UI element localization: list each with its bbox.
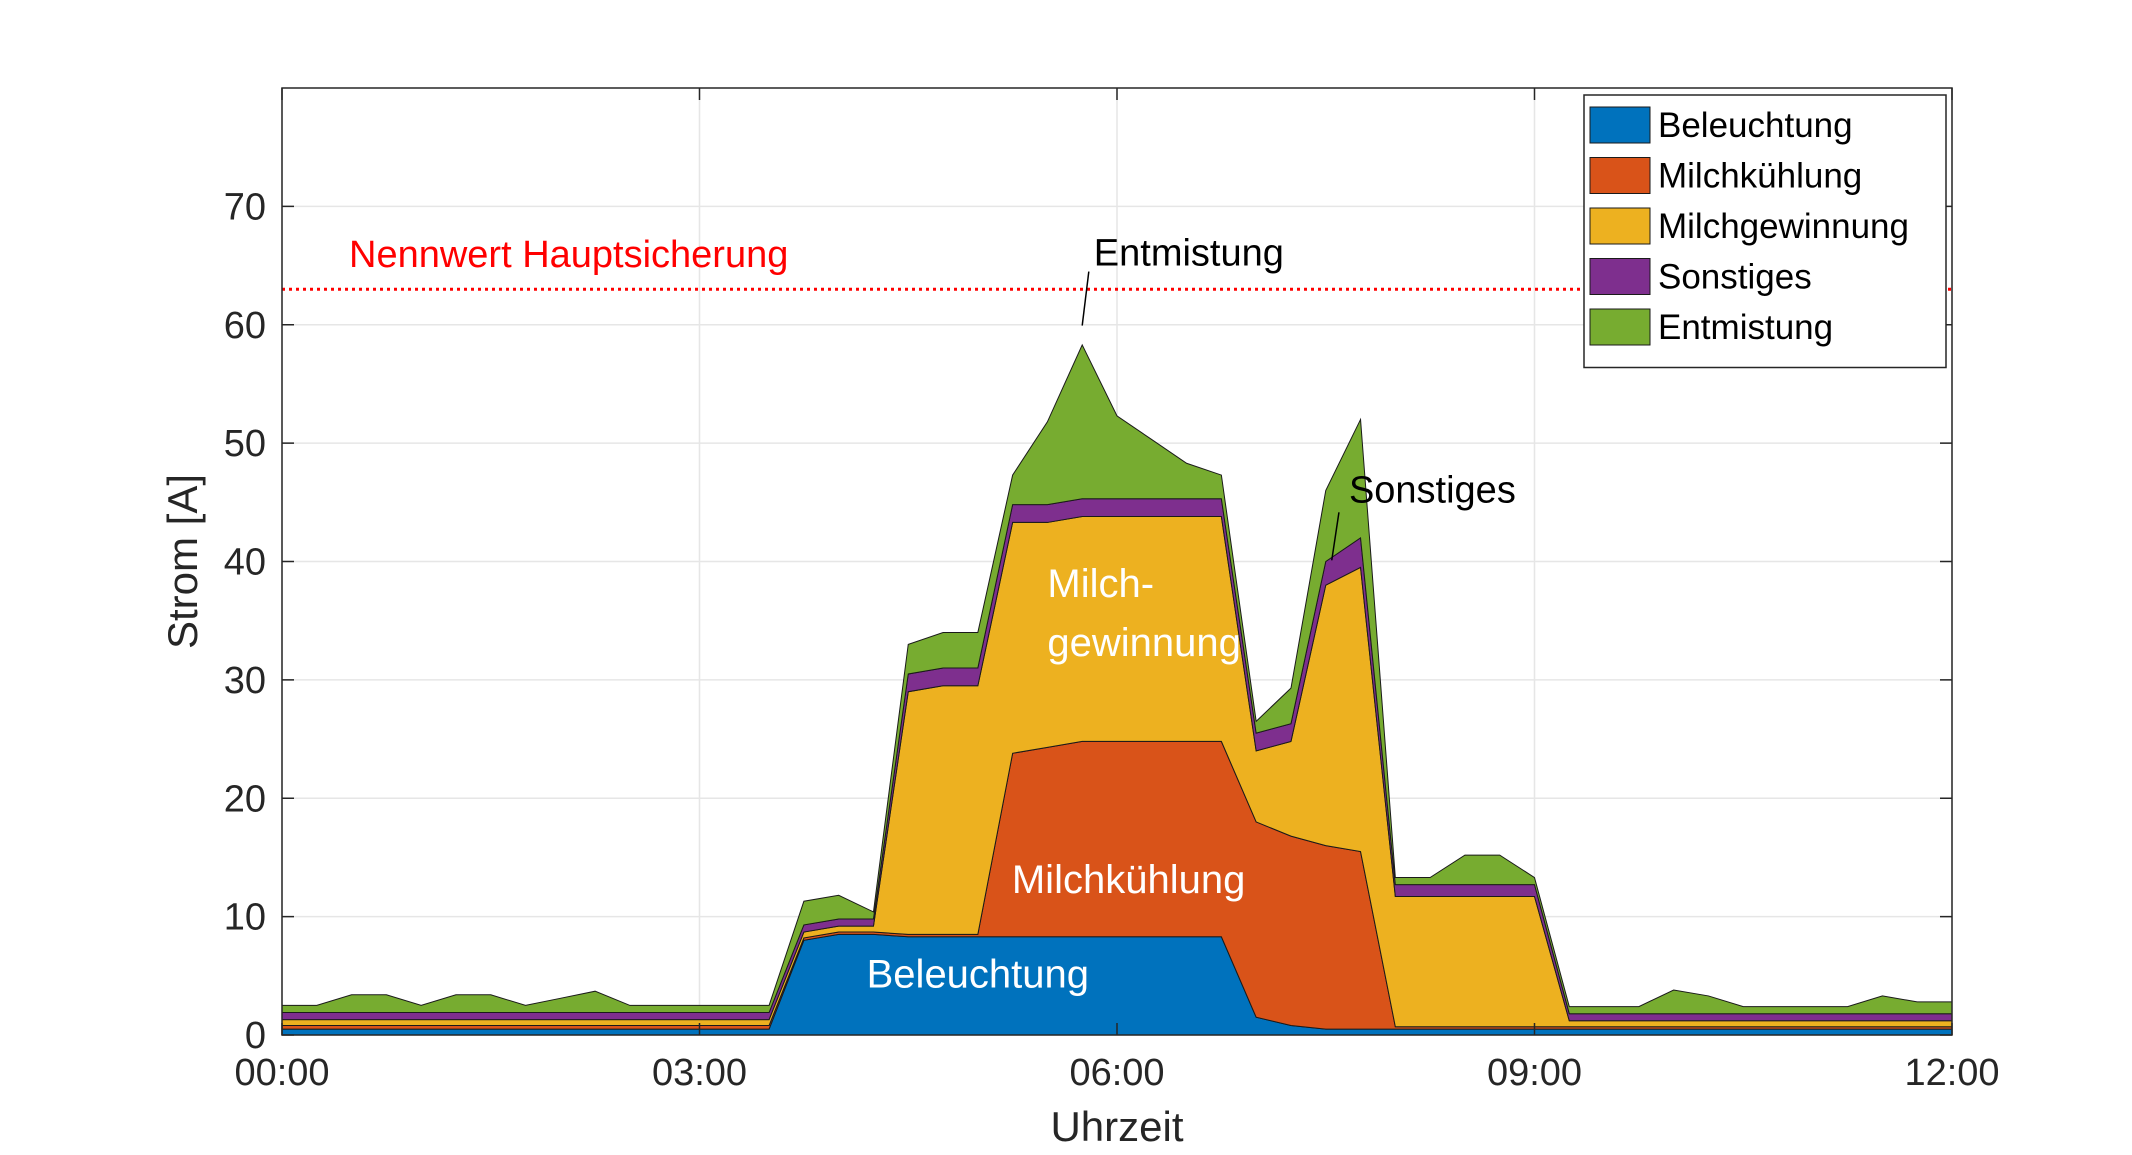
y-tick-label-7: 70	[224, 186, 266, 228]
x-tick-label-0: 00:00	[234, 1052, 329, 1094]
annotation-milchgewinnung-line1: Milch-	[1047, 562, 1154, 606]
legend-label-0: Beleuchtung	[1658, 106, 1853, 145]
legend-label-4: Entmistung	[1658, 308, 1833, 347]
x-tick-label-4: 12:00	[1904, 1052, 1999, 1094]
legend: Beleuchtung Milchkühlung Milchgewinnung Son…	[1583, 94, 1947, 369]
y-tick-label-6: 60	[224, 305, 266, 347]
reference-line-label: Nennwert Hauptsicherung	[349, 234, 788, 276]
annotation-beleuchtung: Beleuchtung	[867, 953, 1089, 997]
annotations: Entmistung Sonstiges Milch- gewinnung Mi…	[867, 233, 1516, 997]
legend-swatch-2	[1589, 207, 1651, 245]
annotation-milchgewinnung-line2: gewinnung	[1047, 621, 1241, 665]
legend-swatch-0	[1589, 106, 1651, 144]
annotation-sonstiges: Sonstiges	[1349, 469, 1516, 511]
legend-swatch-1	[1589, 157, 1651, 194]
y-tick-label-4: 40	[224, 542, 266, 584]
y-tick-label-0: 0	[245, 1015, 266, 1057]
x-tick-label-3: 09:00	[1487, 1052, 1582, 1094]
x-tick-label-1: 03:00	[652, 1052, 747, 1094]
legend-label-3: Sonstiges	[1658, 258, 1812, 297]
legend-label-2: Milchgewinnung	[1658, 207, 1909, 246]
x-tick-label-2: 06:00	[1069, 1052, 1164, 1094]
y-tick-label-5: 50	[224, 423, 266, 465]
annotation-entmistung: Entmistung	[1094, 233, 1284, 275]
y-tick-label-2: 20	[224, 778, 266, 820]
legend-swatch-4	[1589, 308, 1651, 346]
reference-line-group: Nennwert Hauptsicherung	[282, 234, 1952, 291]
annotation-milchkuehlung: Milchkühlung	[1012, 858, 1245, 902]
y-axis-title: Strom [A]	[159, 474, 206, 649]
y-tick-label-3: 30	[224, 660, 266, 702]
legend-swatch-3	[1589, 258, 1651, 295]
x-axis-title: Uhrzeit	[1050, 1103, 1183, 1150]
axis-ticks: 00:00 03:00 06:00 09:00 12:00 0 10 20 30 40 50 60 70	[224, 88, 2000, 1094]
y-tick-label-1: 10	[224, 897, 266, 939]
leader-line-sonstiges	[1331, 512, 1340, 561]
legend-label-1: Milchkühlung	[1658, 157, 1862, 196]
leader-line-entmistung	[1081, 271, 1090, 326]
